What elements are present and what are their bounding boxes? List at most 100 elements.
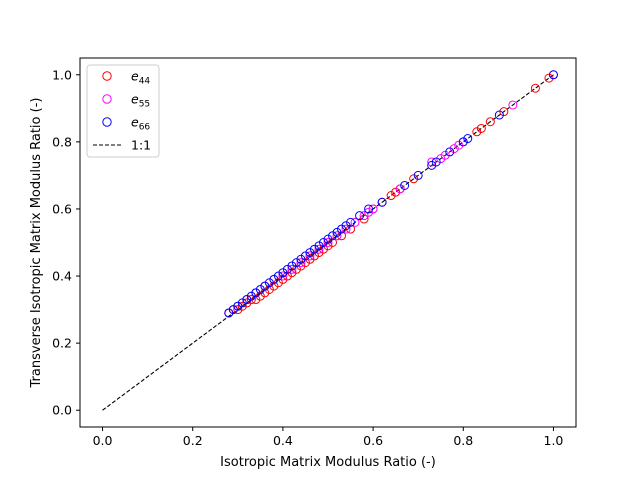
legend-label-1-1: 1:1 xyxy=(131,138,151,153)
data-point-e66 xyxy=(318,238,328,247)
data-point-e44 xyxy=(530,83,540,93)
data-point-e66 xyxy=(458,137,468,147)
data-point-e44 xyxy=(309,251,319,261)
data-point-e66 xyxy=(548,70,558,80)
data-point-e55 xyxy=(508,100,518,110)
y-tick-label: 0.4 xyxy=(52,269,72,284)
data-point-e66 xyxy=(228,305,238,315)
data-point-e66 xyxy=(246,291,256,301)
data-point-e55 xyxy=(341,224,351,234)
data-point-e66 xyxy=(314,241,324,251)
data-point-e66 xyxy=(328,231,338,241)
data-point-e55 xyxy=(296,258,306,268)
data-point-e55 xyxy=(350,217,360,227)
data-point-e44 xyxy=(305,254,315,264)
data-point-e44 xyxy=(337,231,347,241)
data-point-e66 xyxy=(269,274,279,284)
data-point-e55 xyxy=(436,154,446,164)
data-point-e66 xyxy=(291,258,301,268)
x-tick-label: 0.0 xyxy=(93,433,113,448)
data-point-e55 xyxy=(395,184,405,194)
legend-marker-e55 xyxy=(102,94,112,104)
data-point-e44 xyxy=(314,248,324,258)
data-point-e55 xyxy=(305,251,315,261)
plot-frame xyxy=(79,57,577,428)
data-point-e44 xyxy=(472,127,482,137)
y-tick-label: 0.2 xyxy=(52,336,72,351)
data-point-e66 xyxy=(332,227,342,237)
x-tick-label: 0.4 xyxy=(273,433,293,448)
y-tick-label: 0.0 xyxy=(52,403,72,418)
data-point-e44 xyxy=(391,187,401,197)
data-point-e66 xyxy=(251,288,261,298)
data-point-e66 xyxy=(463,134,473,144)
data-point-e66 xyxy=(260,281,270,291)
data-point-e66 xyxy=(364,204,374,214)
data-point-e66 xyxy=(346,217,356,227)
data-point-e55 xyxy=(332,231,342,241)
data-point-e55 xyxy=(454,140,464,150)
data-point-e66 xyxy=(427,160,437,170)
data-point-e44 xyxy=(273,278,283,288)
data-point-e55 xyxy=(278,271,288,281)
data-point-e55 xyxy=(323,238,333,247)
data-point-e55 xyxy=(440,150,450,160)
data-point-e55 xyxy=(368,204,378,214)
legend: e44 e55 e66 1:1 xyxy=(86,64,160,158)
data-point-e44 xyxy=(251,295,261,305)
data-point-e66 xyxy=(445,147,455,157)
legend-marker-e66 xyxy=(102,117,112,127)
data-point-e44 xyxy=(544,73,554,83)
data-point-e66 xyxy=(300,251,310,261)
data-point-e44 xyxy=(233,305,243,315)
data-point-e55 xyxy=(287,264,297,274)
data-point-e66 xyxy=(278,268,288,278)
data-point-e44 xyxy=(269,281,279,291)
legend-marker-e44 xyxy=(102,71,112,81)
legend-label-e44: e44 xyxy=(131,69,150,87)
data-point-e44 xyxy=(237,301,247,311)
data-point-e44 xyxy=(300,258,310,268)
data-point-e66 xyxy=(224,308,234,318)
data-point-e66 xyxy=(264,278,274,288)
x-tick-label: 0.8 xyxy=(453,433,473,448)
data-point-e44 xyxy=(246,295,256,305)
data-point-e66 xyxy=(337,224,347,234)
y-tick-label: 0.8 xyxy=(52,134,72,149)
data-point-e44 xyxy=(242,298,252,308)
data-point-e66 xyxy=(273,271,283,281)
data-point-e44 xyxy=(282,271,292,281)
data-point-e55 xyxy=(314,244,324,254)
data-point-e44 xyxy=(359,214,369,224)
data-point-e44 xyxy=(476,123,486,133)
data-point-e44 xyxy=(386,191,396,201)
data-points-layer xyxy=(224,70,558,318)
x-tick-label: 0.2 xyxy=(183,433,203,448)
data-point-e44 xyxy=(409,174,419,184)
data-point-e66 xyxy=(400,180,410,190)
data-point-e66 xyxy=(355,211,365,221)
y-tick-label: 1.0 xyxy=(52,67,72,82)
data-point-e44 xyxy=(278,274,288,284)
data-point-e55 xyxy=(364,207,374,217)
data-point-e66 xyxy=(341,221,351,231)
data-point-e66 xyxy=(413,170,423,180)
data-point-e44 xyxy=(260,288,270,298)
data-point-e44 xyxy=(255,291,265,301)
data-point-e66 xyxy=(431,157,441,167)
data-point-e66 xyxy=(237,298,247,308)
data-point-e44 xyxy=(291,264,301,274)
data-point-e66 xyxy=(323,234,333,244)
x-tick-label: 0.6 xyxy=(363,433,383,448)
data-point-e55 xyxy=(359,211,369,221)
data-point-e44 xyxy=(499,107,509,117)
data-point-e66 xyxy=(255,284,265,294)
data-point-e44 xyxy=(264,284,274,294)
data-point-e44 xyxy=(296,261,306,271)
x-tick-label: 1.0 xyxy=(544,433,564,448)
data-point-e66 xyxy=(287,261,297,271)
data-point-e44 xyxy=(287,268,297,278)
legend-label-e55: e55 xyxy=(131,92,150,110)
x-axis-label: Isotropic Matrix Modulus Ratio (-) xyxy=(220,455,436,470)
